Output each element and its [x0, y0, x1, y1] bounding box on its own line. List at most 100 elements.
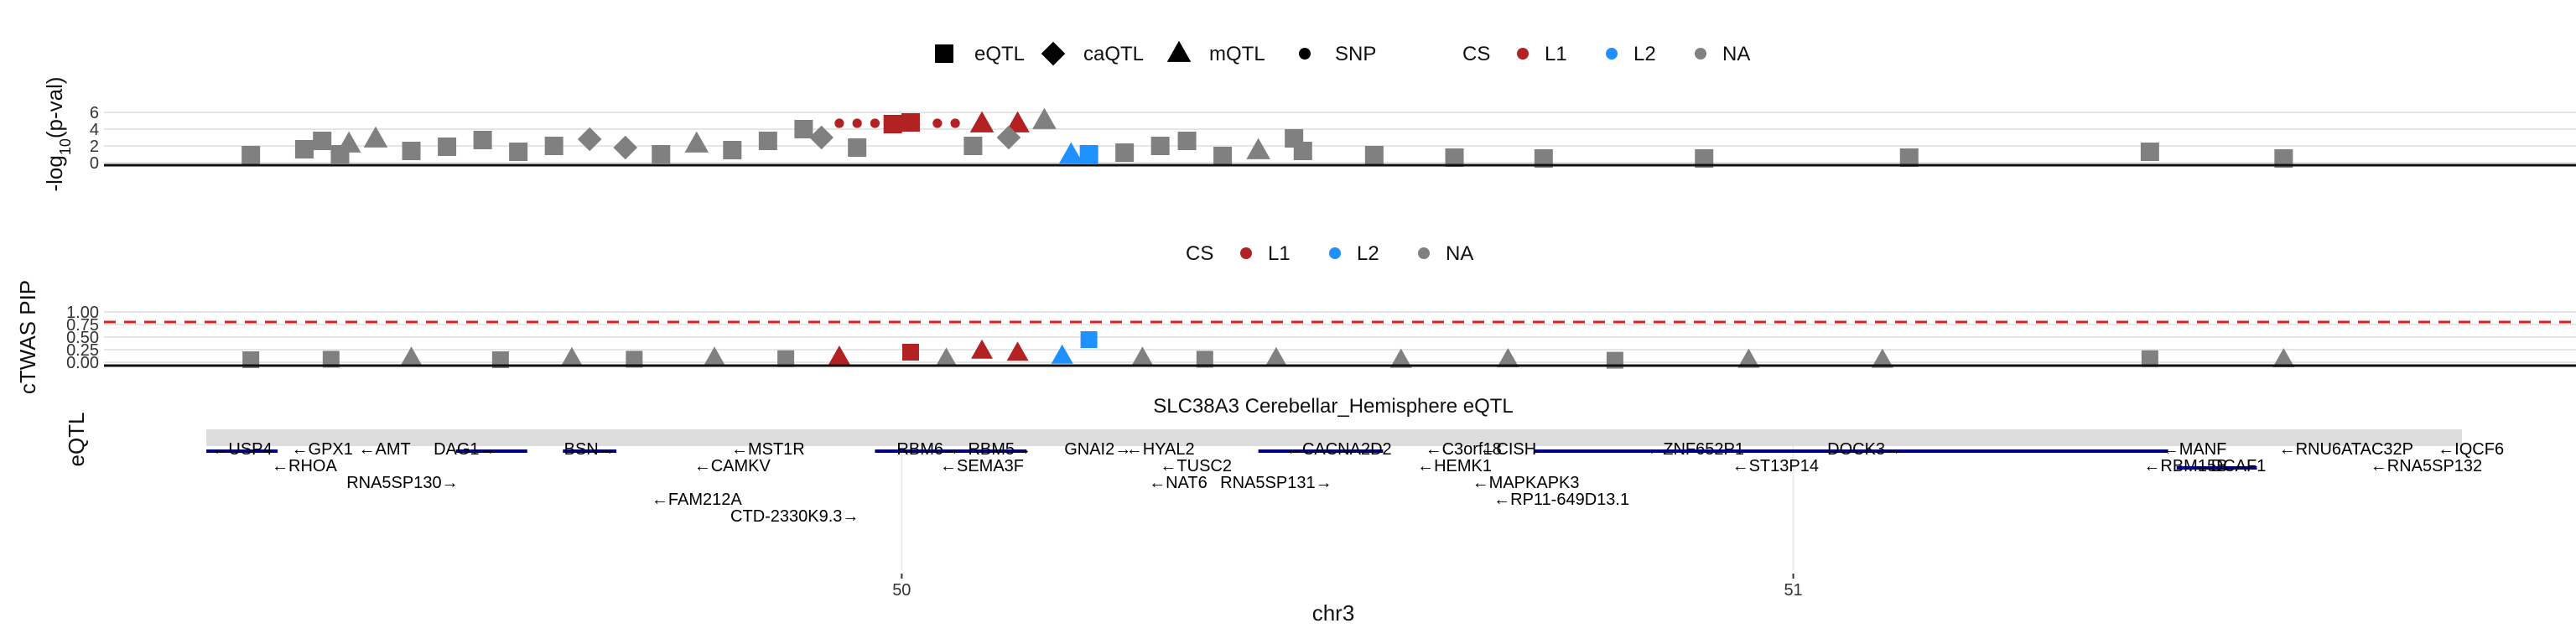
panel2-cs-title: CS — [1186, 242, 1213, 265]
pip-point-na — [935, 347, 958, 367]
legend-shape-circle — [1299, 48, 1311, 60]
gene-label: RNA5SP130→ — [346, 474, 458, 492]
pip-point-na — [1265, 346, 1287, 366]
gene-label: ←RNU6ATAC32P — [2279, 440, 2413, 459]
pval-point-na — [1115, 143, 1135, 162]
gene-label: RBM5→ — [968, 440, 1031, 459]
pip-point-na — [777, 350, 795, 367]
pip-y-axis-title: cTWAS PIP — [15, 280, 40, 394]
pval-point-na — [473, 131, 492, 149]
pval-point-na — [1177, 132, 1197, 150]
gene-track-y-label: eQTL — [64, 412, 89, 466]
pval-point-na — [684, 131, 709, 153]
pval-point-l1 — [852, 118, 862, 128]
panel1-cs-dot-l2 — [1606, 48, 1618, 60]
gene-label: ←RP11-649D13.1 — [1493, 491, 1629, 509]
gene-label: DAG1→ — [434, 440, 496, 459]
gene-label: ←ST13P14 — [1732, 457, 1819, 475]
pval-point-na — [336, 131, 361, 153]
x-tick-label: 51 — [1784, 581, 1802, 600]
pip-point-na — [560, 346, 583, 366]
pval-point-na — [313, 132, 332, 150]
pip-point-l2 — [1051, 344, 1073, 364]
panel1-cs-label-l1: L1 — [1545, 43, 1567, 65]
gene-label: RBM6→ — [896, 440, 960, 459]
pip-point-na — [1131, 346, 1154, 366]
pval-point-na — [242, 146, 261, 164]
panel2-cs-dot-l1 — [1240, 247, 1252, 259]
pval-point-na — [1150, 137, 1170, 155]
pval-point-na — [2140, 143, 2159, 161]
pip-point-na — [242, 351, 260, 368]
pip-point-na — [1871, 348, 1893, 368]
pval-point-na — [577, 127, 602, 152]
pval-point-na — [758, 132, 777, 150]
panel2-cs-dot-na — [1418, 247, 1430, 259]
pval-point-na — [402, 142, 421, 160]
gene-label: CTD-2330K9.3→ — [730, 507, 859, 526]
panel2-cs-dot-l2 — [1329, 247, 1341, 259]
gene-label: GNAI2→ — [1064, 440, 1131, 459]
pval-point-l1 — [932, 118, 943, 128]
legend-label-snp: SNP — [1335, 43, 1376, 65]
pip-point-na — [1389, 348, 1412, 368]
gene-label: ←IQCF6 — [2438, 440, 2504, 459]
gene-label: ←CISH — [1479, 440, 1536, 459]
pval-y-tick-label: 6 — [90, 104, 99, 122]
pval-point-l1 — [950, 118, 960, 128]
panel1-cs-dot-na — [1695, 48, 1706, 60]
pval-point-na — [652, 145, 671, 164]
pip-point-na — [626, 351, 643, 368]
legend-shape-diamond — [1041, 41, 1066, 66]
gene-label: ←CACNA2D2 — [1285, 440, 1392, 459]
gene-label: RNA5SP131→ — [1220, 474, 1332, 492]
panel2-legend: CS L1 L2 NA — [1186, 242, 1473, 265]
panel1-cs-dot-l1 — [1517, 48, 1529, 60]
gene-label: ←NAT6 — [1149, 474, 1208, 492]
pip-point-na — [400, 346, 423, 366]
pip-point-na — [704, 346, 726, 366]
pip-point-l1 — [901, 344, 919, 361]
pval-point-l2 — [1059, 142, 1083, 164]
pval-point-na — [996, 125, 1021, 150]
pip-point-na — [1737, 348, 1760, 368]
pval-point-na — [1032, 107, 1057, 129]
pval-point-l1 — [870, 118, 880, 128]
gene-label: DOCK3→ — [1827, 440, 1902, 459]
panel1-cs-title: CS — [1462, 43, 1490, 65]
pval-point-na — [294, 140, 314, 158]
pip-y-tick-label: 0.00 — [66, 354, 99, 372]
gene-label: ←MANF — [2163, 440, 2227, 459]
pip-panel: cTWAS PIP 0.000.250.500.751.00 — [15, 280, 2576, 394]
gene-label: ←FAM212A — [652, 491, 742, 509]
gene-label: ←USP4 — [211, 440, 272, 459]
x-tick-label: 50 — [892, 581, 911, 600]
gene-label: ←HEMK1 — [1417, 457, 1492, 475]
pval-point-na — [1246, 138, 1270, 159]
pip-point-l1 — [971, 339, 994, 359]
legend-shape-square — [935, 44, 953, 63]
pval-point-na — [1364, 146, 1384, 164]
pip-point-na — [1497, 348, 1519, 367]
gene-label: ←RHOA — [272, 457, 337, 475]
legend-shape-triangle — [1166, 40, 1192, 62]
gene-label: ←C3orf18 — [1426, 440, 1502, 459]
gene-label: ←AMT — [359, 440, 411, 459]
pval-point-l1 — [1005, 111, 1030, 132]
gene-label: ←GPX1 — [292, 440, 353, 459]
gene-label: ←DCAF1 — [2194, 457, 2267, 475]
pval-point-l1 — [901, 113, 920, 132]
gene-label: ←SEMA3F — [940, 457, 1024, 475]
gene-label: BSN→ — [564, 440, 615, 459]
pval-point-na — [1534, 149, 1553, 168]
pval-point-na — [1445, 148, 1464, 167]
legend-label-mqtl: mQTL — [1209, 43, 1265, 65]
pip-point-l2 — [1080, 331, 1098, 348]
panel2-cs-label-l1: L1 — [1268, 242, 1291, 265]
pval-point-na — [963, 137, 983, 155]
pval-point-na — [1213, 147, 1233, 165]
gene-label: ←RNA5SP132 — [2371, 457, 2482, 475]
gene-label: ←TUSC2 — [1160, 457, 1232, 475]
